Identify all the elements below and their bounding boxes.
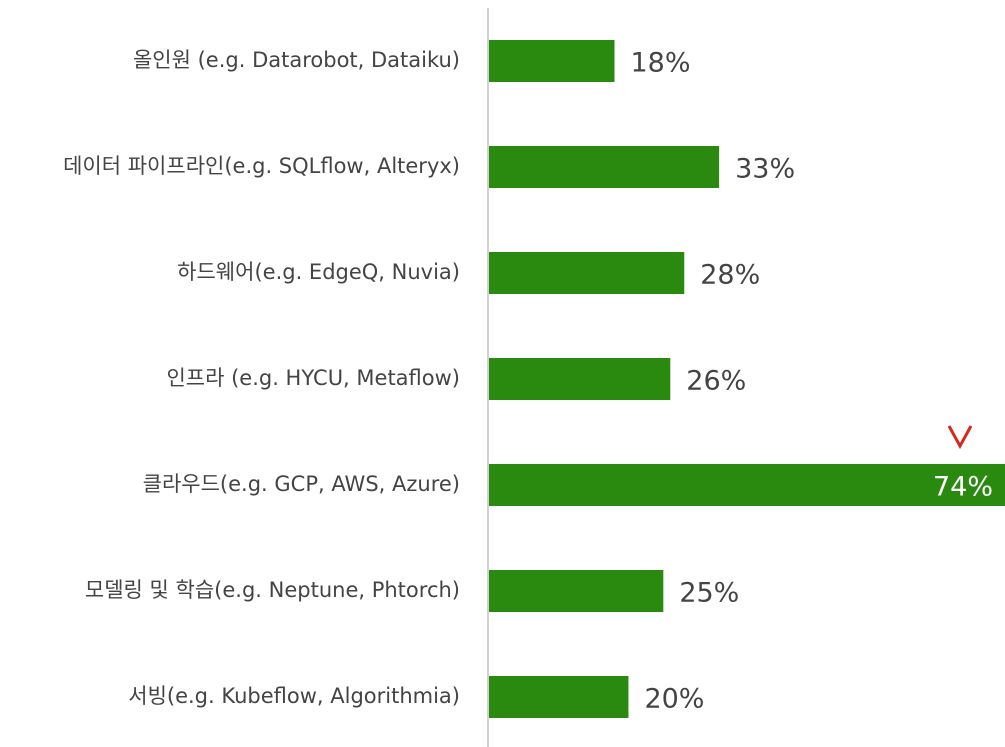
data-label: 74% [933, 472, 993, 503]
data-label: 26% [686, 366, 746, 397]
data-label: 28% [700, 260, 760, 291]
bar [489, 358, 671, 400]
bar [489, 570, 664, 612]
data-label: 18% [631, 48, 691, 79]
category-label: 하드웨어(e.g. EdgeQ, Nuvia) [177, 260, 460, 284]
category-label: 데이터 파이프라인(e.g. SQLflow, Alteryx) [63, 154, 460, 178]
bar [489, 676, 629, 718]
category-label: 올인원 (e.g. Datarobot, Dataiku) [133, 48, 460, 72]
data-label: 20% [644, 684, 704, 715]
data-label: 25% [679, 578, 739, 609]
category-label: 모델링 및 학습(e.g. Neptune, Phtorch) [85, 578, 460, 602]
category-label: 인프라 (e.g. HYCU, Metaflow) [166, 366, 460, 390]
bar [489, 464, 1005, 506]
category-label: 서빙(e.g. Kubeflow, Algorithmia) [128, 684, 460, 708]
highlight-marker [947, 425, 973, 450]
data-label: 33% [735, 154, 795, 185]
bar [489, 40, 615, 82]
bar [489, 252, 685, 294]
bar [489, 146, 720, 188]
category-label: 클라우드(e.g. GCP, AWS, Azure) [143, 472, 460, 496]
